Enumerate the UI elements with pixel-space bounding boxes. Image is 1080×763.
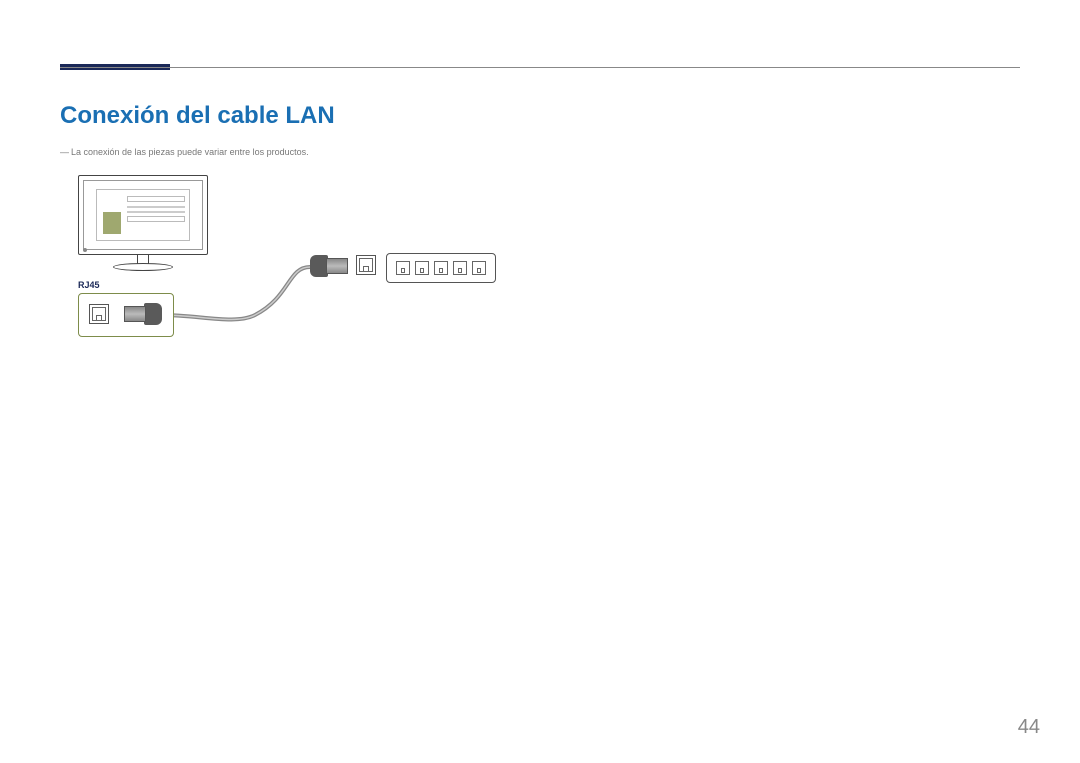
monitor-device (78, 175, 208, 255)
monitor-screen (83, 180, 203, 250)
network-switch (386, 253, 496, 283)
page-title: Conexión del cable LAN (60, 102, 335, 130)
connector-body (326, 258, 348, 274)
cable-connector-b (310, 255, 348, 277)
device-rj45-port (89, 304, 111, 326)
switch-port-icon (434, 261, 448, 275)
switch-port-icon (396, 261, 410, 275)
rj45-port-icon (89, 304, 109, 324)
monitor-stand-base (113, 263, 173, 271)
header-rule (60, 67, 1020, 68)
switch-input-port (356, 255, 376, 275)
connection-diagram: RJ45 (60, 175, 560, 375)
rj45-port-icon (356, 255, 376, 275)
switch-port-icon (453, 261, 467, 275)
rj45-label: RJ45 (78, 280, 100, 290)
monitor-power-led (83, 248, 87, 252)
connector-body (124, 306, 146, 322)
screen-chip-icon (103, 212, 121, 234)
monitor-bezel (78, 175, 208, 255)
screen-text-lines (127, 196, 185, 226)
note-text: La conexión de las piezas puede variar e… (60, 147, 309, 157)
cable-connector-a (124, 303, 162, 325)
switch-port-icon (472, 261, 486, 275)
switch-port-icon (415, 261, 429, 275)
page-number: 44 (1018, 716, 1040, 739)
connector-boot (144, 303, 162, 325)
screen-content (96, 189, 190, 241)
